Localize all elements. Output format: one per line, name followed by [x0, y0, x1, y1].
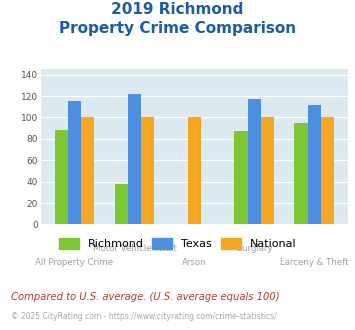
- Text: Property Crime Comparison: Property Crime Comparison: [59, 21, 296, 36]
- Bar: [294, 123, 307, 224]
- Text: All Property Crime: All Property Crime: [36, 258, 114, 267]
- Bar: [307, 105, 321, 224]
- Bar: [141, 117, 154, 224]
- Bar: [321, 117, 334, 224]
- Text: Larceny & Theft: Larceny & Theft: [280, 258, 349, 267]
- Bar: [261, 117, 274, 224]
- Bar: [235, 131, 248, 224]
- Bar: [55, 130, 68, 224]
- Text: 2019 Richmond: 2019 Richmond: [111, 2, 244, 16]
- Legend: Richmond, Texas, National: Richmond, Texas, National: [59, 238, 296, 249]
- Text: © 2025 CityRating.com - https://www.cityrating.com/crime-statistics/: © 2025 CityRating.com - https://www.city…: [11, 312, 277, 321]
- Text: Motor Vehicle Theft: Motor Vehicle Theft: [93, 244, 176, 253]
- Text: Compared to U.S. average. (U.S. average equals 100): Compared to U.S. average. (U.S. average …: [11, 292, 279, 302]
- Bar: [81, 117, 94, 224]
- Bar: [115, 184, 128, 224]
- Text: Burglary: Burglary: [236, 244, 273, 253]
- Bar: [248, 99, 261, 224]
- Bar: [68, 101, 81, 224]
- Text: Arson: Arson: [182, 258, 207, 267]
- Bar: [128, 94, 141, 224]
- Bar: [188, 117, 201, 224]
